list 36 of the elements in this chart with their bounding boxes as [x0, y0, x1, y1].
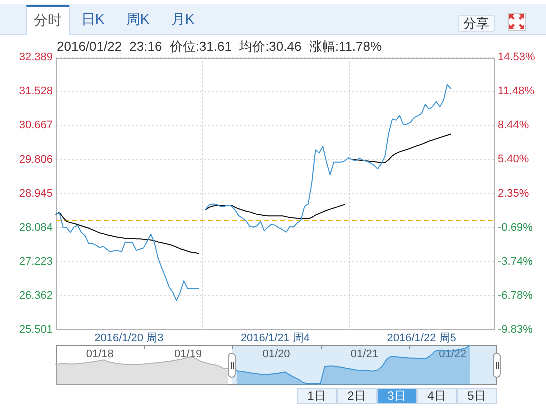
y-tick-label: 29.806 — [19, 154, 53, 166]
y-tick-label: 32.389 — [19, 52, 53, 64]
x-tick-label: 01/19 — [174, 348, 202, 361]
y-tick-label: 26.362 — [19, 290, 53, 302]
x-tick-label: 01/20 — [262, 348, 290, 361]
share-button: 分享 — [458, 15, 495, 32]
x-tick-label: 2016/1/22 周5 — [387, 332, 456, 345]
y-tick-label: 28.945 — [19, 188, 53, 200]
range-button: 3日 — [377, 388, 417, 404]
x-tick-label: 2016/1/20 周3 — [94, 332, 164, 345]
tab-label: 日K — [80, 10, 106, 29]
y-tick-label: 28.084 — [19, 222, 53, 234]
tab-label: 周K — [125, 10, 151, 29]
y-tick-label: 27.223 — [19, 256, 53, 268]
chart-title: 2016/01/22 23:16 价位:31.61 均价:30.46 涨幅:11.78% — [57, 39, 382, 54]
x-tick-label: 01/18 — [86, 348, 114, 361]
y2-tick-label: 2.35% — [498, 188, 530, 200]
y2-tick-label: 5.40% — [498, 154, 530, 166]
y2-tick-label: 8.44% — [498, 120, 530, 132]
y2-tick-label: -6.78% — [498, 290, 534, 302]
range-button: 5日 — [457, 388, 497, 404]
y2-tick-label: 11.48% — [498, 86, 535, 98]
y-tick-label: 31.528 — [19, 86, 53, 98]
x-tick-label: 01/21 — [350, 348, 378, 361]
range-button: 2日 — [337, 388, 377, 404]
y2-tick-label: -3.74% — [498, 256, 534, 268]
y2-tick-label: -0.69% — [498, 222, 534, 234]
range-button: 1日 — [297, 388, 337, 404]
x-tick-label: 2016/1/21 周4 — [240, 332, 310, 345]
y-tick-label: 30.667 — [19, 120, 53, 132]
y-tick-label: 25.501 — [19, 324, 53, 336]
tab-label: 月K — [170, 10, 196, 29]
tab-button: 分时 — [26, 5, 70, 35]
y2-tick-label: 14.53% — [498, 52, 536, 64]
range-button: 4日 — [417, 388, 457, 404]
y2-tick-label: -9.83% — [498, 324, 534, 336]
